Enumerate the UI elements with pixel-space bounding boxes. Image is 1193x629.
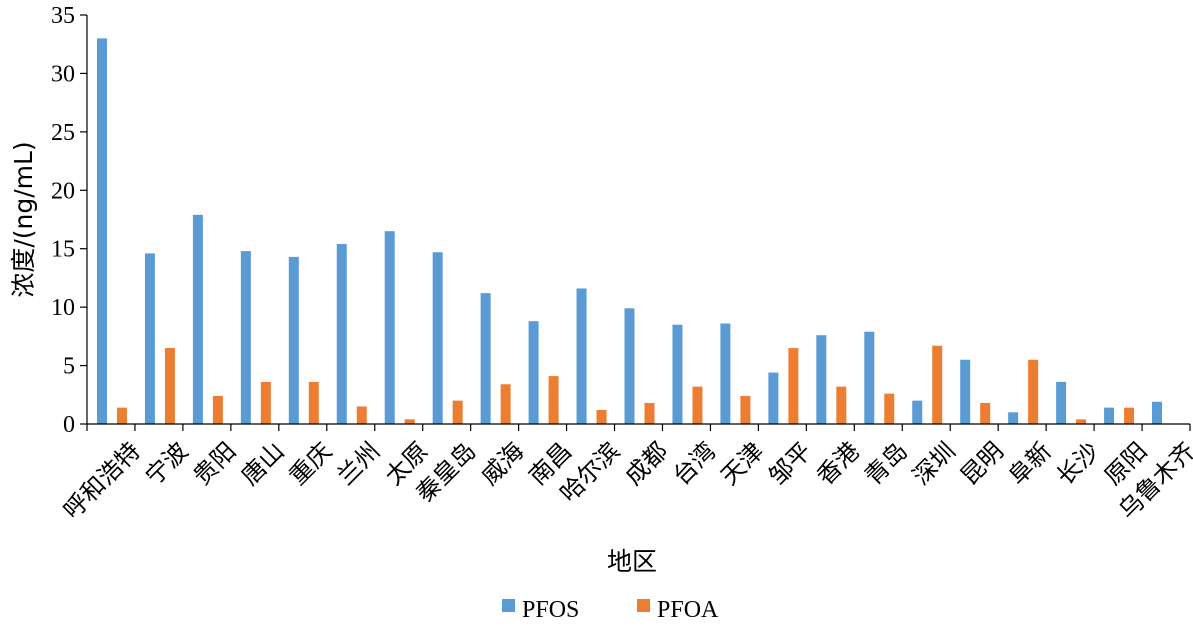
x-tick-label: 青岛	[859, 437, 913, 491]
bar-pfos	[576, 288, 587, 424]
bar-pfoa	[836, 386, 847, 424]
x-tick-label: 呼和浩特	[58, 437, 146, 525]
bar-pfos	[816, 335, 827, 424]
bar-pfos	[912, 400, 923, 424]
y-tick-label: 5	[63, 354, 75, 380]
bar-pfos	[960, 359, 971, 424]
bar-pfos	[1104, 407, 1115, 424]
bar-pfos	[768, 372, 779, 424]
bar-pfos	[144, 253, 155, 424]
bar-pfoa	[692, 386, 703, 424]
bar-pfoa	[260, 381, 271, 424]
bar-pfoa	[404, 419, 415, 424]
bar-pfos	[672, 324, 683, 424]
x-tick-label: 成都	[619, 437, 673, 491]
x-tick-label: 唐山	[236, 437, 290, 491]
bar-pfoa	[356, 406, 367, 424]
bar-pfos	[720, 323, 731, 424]
bar-pfos	[240, 251, 251, 424]
y-axis-ticks: 0 5 10 15 20 25 30 35	[51, 3, 87, 438]
bar-pfoa	[644, 402, 655, 424]
legend-swatch-pfoa	[637, 599, 650, 612]
bar-pfoa	[1028, 359, 1039, 424]
bar-pfoa	[596, 409, 607, 424]
x-tick-label: 阜新	[1003, 437, 1057, 491]
x-tick-label: 昆明	[955, 437, 1009, 491]
legend-label-pfoa: PFOA	[657, 597, 719, 623]
bar-pfos	[624, 308, 635, 424]
y-tick-label: 0	[63, 412, 75, 438]
bar-pfoa	[500, 384, 511, 424]
bar-pfoa	[1124, 407, 1135, 424]
bar-pfoa	[548, 376, 559, 424]
y-tick-label: 20	[51, 178, 75, 204]
x-tick-label: 香港	[811, 437, 865, 491]
y-tick-label: 35	[51, 3, 75, 29]
y-tick-label: 15	[51, 237, 75, 263]
bar-pfoa	[1076, 419, 1087, 424]
bar-pfoa	[212, 395, 223, 424]
bar-pfoa	[788, 348, 799, 424]
bar-pfos	[1008, 412, 1019, 424]
bar-pfos	[528, 321, 539, 424]
legend-swatch-pfos	[502, 599, 515, 612]
x-tick-label: 兰州	[332, 437, 386, 491]
bar-pfos	[864, 331, 875, 424]
y-tick-label: 10	[51, 295, 75, 321]
bar-pfos	[432, 252, 443, 424]
y-tick-label: 30	[51, 61, 75, 87]
x-axis-title: 地区	[607, 547, 657, 576]
x-tick-label: 邹平	[763, 437, 817, 491]
bar-pfos	[480, 293, 491, 424]
bar-pfoa	[452, 400, 463, 424]
x-tick-label: 台湾	[667, 437, 721, 491]
bar-pfoa	[164, 348, 175, 424]
bar-pfos	[192, 214, 203, 424]
x-tick-label: 天津	[715, 437, 769, 491]
x-tick-label: 宁波	[140, 437, 194, 491]
bar-pfoa	[116, 407, 127, 424]
x-tick-label: 贵阳	[188, 437, 242, 491]
y-tick-label: 25	[51, 120, 75, 146]
x-tick-label: 深圳	[907, 437, 961, 491]
bar-pfoa	[740, 395, 751, 424]
x-tick-label: 重庆	[284, 437, 338, 491]
bar-pfos	[336, 244, 347, 424]
bar-pfoa	[308, 381, 319, 424]
x-tick-label: 长沙	[1051, 437, 1105, 491]
bar-pfoa	[980, 402, 991, 424]
legend: PFOS PFOA	[502, 597, 719, 623]
x-tick-label: 威海	[476, 437, 530, 491]
bar-pfos	[1152, 401, 1163, 424]
bar-pfos	[1056, 381, 1067, 424]
bar-pfos	[96, 38, 107, 424]
x-axis-ticks: 呼和浩特宁波贵阳唐山重庆兰州太原秦皇岛威海南昌哈尔滨成都台湾天津邹平香港青岛深圳…	[58, 424, 1193, 525]
bar-pfoa	[932, 345, 943, 424]
bar-pfos	[384, 231, 395, 424]
bar-pfos	[288, 256, 299, 424]
legend-label-pfos: PFOS	[522, 597, 579, 623]
bar-pfoa	[884, 393, 895, 424]
bars-group	[96, 38, 1163, 424]
y-axis-title: 浓度/(ng/mL)	[9, 141, 38, 297]
